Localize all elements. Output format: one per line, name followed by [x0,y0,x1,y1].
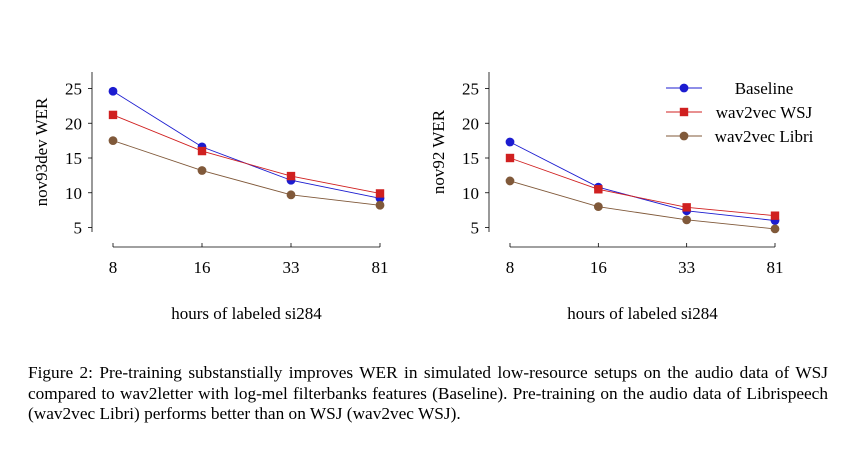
data-point-1 [682,203,691,212]
y-tick-label: 5 [74,219,83,238]
data-point-0 [108,86,118,96]
x-axis-label: hours of labeled si284 [171,304,322,323]
data-point-2 [197,166,207,175]
data-point-1 [505,153,515,163]
data-point-1 [770,211,780,220]
data-point-2 [375,200,385,210]
data-point-1 [197,146,207,156]
y-tick-label: 25 [65,80,82,99]
series-line-1 [112,114,381,194]
data-point-1 [108,110,118,120]
data-point-2 [593,202,603,212]
y-tick-label: 20 [65,114,82,133]
legend-marker [679,107,689,117]
y-axis-label: nov92 WER [429,109,448,194]
series-line-1 [509,157,776,217]
x-tick-label: 33 [283,258,300,277]
data-point-2 [286,190,296,200]
x-tick-label: 33 [678,258,695,277]
data-point-2 [770,224,780,234]
legend-marker [679,83,689,93]
data-point-0 [505,137,515,147]
x-tick-label: 81 [767,258,784,277]
legend-label: Baseline [735,79,794,98]
series-line-2 [112,140,381,206]
x-tick-label: 16 [590,258,607,277]
data-point-2 [682,215,692,225]
y-axis-label: nov93dev WER [32,97,51,206]
data-point-1 [594,185,603,194]
x-tick-label: 81 [372,258,389,277]
x-tick-label: 8 [506,258,515,277]
data-point-2 [108,136,118,146]
y-tick-label: 10 [65,184,82,203]
data-point-2 [505,176,515,186]
x-tick-label: 16 [194,258,211,277]
y-tick-label: 20 [462,114,479,133]
legend-marker [679,131,689,141]
y-tick-label: 10 [462,184,479,203]
x-axis-label: hours of labeled si284 [567,304,718,323]
y-tick-label: 15 [65,149,82,168]
y-tick-label: 5 [471,219,480,238]
x-tick-label: 8 [109,258,118,277]
series-line-0 [509,141,776,221]
data-point-1 [286,171,296,181]
figure: 5 10 15 20 25 nov93dev WER 8 16 33 81 hours of lab… [32,72,814,323]
y-tick-label: 25 [462,80,479,99]
y-tick-label: 15 [462,149,479,168]
data-point-1 [375,189,385,198]
figure-caption: Figure 2: Pre-training substanstially im… [28,363,828,424]
series-line-2 [509,180,776,230]
legend-label: wav2vec Libri [715,127,814,146]
legend-label: wav2vec WSJ [716,103,813,122]
